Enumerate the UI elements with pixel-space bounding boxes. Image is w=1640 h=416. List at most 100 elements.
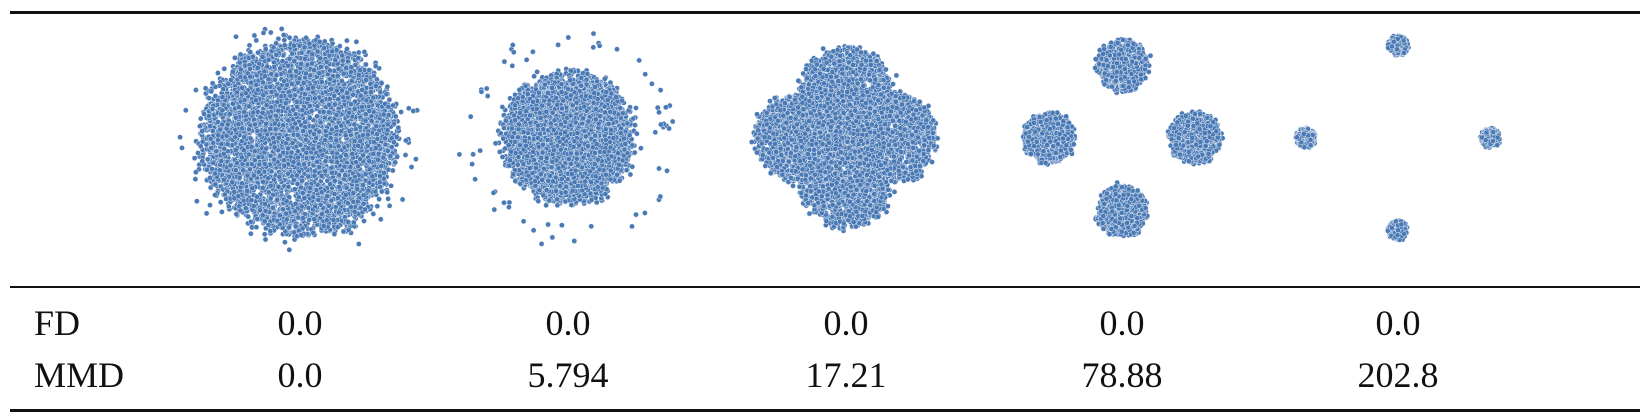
scatter-point	[254, 64, 261, 71]
scatter-point	[384, 83, 391, 90]
scatter-point	[197, 123, 203, 130]
scatter-panel-1	[177, 26, 420, 253]
scatter-point	[344, 94, 351, 101]
scatter-point	[235, 193, 242, 200]
scatter-point	[206, 95, 212, 101]
scatter-point	[263, 145, 270, 152]
scatter-point	[199, 158, 206, 165]
scatter-point	[252, 121, 258, 128]
scatter-point	[262, 127, 269, 134]
scatter-point	[216, 167, 223, 174]
scatter-point	[373, 123, 380, 129]
scatter-point	[237, 66, 244, 73]
scatter-point	[353, 178, 360, 185]
scatter-point	[295, 154, 301, 161]
scatter-point	[375, 150, 382, 157]
scatter-point	[334, 72, 341, 79]
scatter-point	[267, 182, 274, 189]
scatter-point	[393, 134, 400, 140]
scatter-point	[372, 188, 379, 195]
scatter-point	[350, 219, 357, 226]
scatter-point	[287, 92, 294, 99]
scatter-point	[327, 96, 333, 102]
scatter-point	[351, 121, 358, 128]
scatter-point	[312, 95, 318, 102]
scatter-point	[219, 121, 226, 128]
scatter-point	[298, 203, 305, 210]
scatter-point	[378, 188, 385, 195]
scatter-point	[296, 42, 303, 49]
scatter-point	[248, 144, 255, 150]
scatter-point	[327, 76, 333, 83]
scatter-point	[302, 55, 308, 62]
scatter-point	[292, 186, 298, 193]
scatter-point	[351, 106, 358, 112]
scatter-point	[389, 167, 396, 174]
scatter-point	[334, 159, 341, 166]
scatter-point	[286, 34, 293, 41]
scatter-point	[208, 144, 215, 151]
scatter-point	[295, 148, 301, 155]
scatter-point	[301, 44, 308, 51]
scatter-point	[247, 218, 254, 225]
scatter-point	[348, 78, 355, 84]
scatter-point	[305, 173, 312, 180]
scatter-point	[286, 55, 293, 62]
scatter-point	[255, 154, 262, 160]
scatter-point	[221, 145, 228, 152]
scatter-point	[303, 136, 309, 143]
scatter-point	[277, 153, 283, 159]
scatter-point	[206, 112, 212, 119]
scatter-point	[212, 192, 218, 198]
scatter-point	[360, 182, 366, 188]
scatter-point	[345, 200, 351, 207]
scatter-point	[204, 156, 211, 163]
scatter-point	[314, 48, 321, 55]
scatter-point	[321, 45, 328, 51]
scatter-point	[291, 58, 298, 64]
scatter-point	[301, 195, 308, 202]
scatter-point	[220, 150, 227, 157]
scatter-point	[342, 132, 349, 139]
scatter-point	[245, 213, 252, 220]
scatter-point	[329, 149, 336, 156]
scatter-point	[275, 184, 282, 190]
scatter-point	[332, 57, 339, 63]
scatter-point	[337, 153, 344, 160]
scatter-point	[374, 203, 381, 210]
scatter-point	[281, 78, 287, 85]
scatter-point	[248, 79, 255, 86]
scatter-point	[344, 37, 350, 44]
scatter-point	[295, 214, 302, 221]
scatter-point	[247, 73, 254, 80]
scatter-point	[306, 102, 313, 109]
scatter-point	[299, 177, 305, 184]
scatter-point	[383, 91, 390, 98]
scatter-point	[311, 42, 318, 49]
scatter-point	[387, 153, 394, 160]
scatter-point	[388, 182, 394, 189]
scatter-point	[321, 38, 328, 45]
scatter-point	[249, 161, 255, 168]
scatter-point	[346, 128, 353, 134]
scatter-point	[276, 85, 283, 92]
scatter-point	[280, 206, 286, 213]
scatter-point	[285, 170, 291, 177]
scatter-point	[363, 77, 369, 83]
scatter-point	[342, 172, 348, 179]
scatter-point	[267, 113, 274, 120]
scatter-point	[262, 208, 269, 214]
scatter-point	[339, 57, 346, 64]
scatter-point	[283, 198, 290, 205]
scatter-point	[297, 142, 304, 148]
scatter-point	[382, 135, 388, 142]
scatter-point	[221, 65, 228, 72]
scatter-point	[322, 168, 329, 174]
scatter-point	[246, 42, 253, 49]
scatter-point	[207, 123, 213, 129]
scatter-point	[291, 86, 298, 93]
scatter-point	[271, 120, 278, 127]
scatter-point	[318, 79, 325, 85]
scatter-point	[392, 113, 399, 120]
scatter-point	[227, 111, 233, 117]
